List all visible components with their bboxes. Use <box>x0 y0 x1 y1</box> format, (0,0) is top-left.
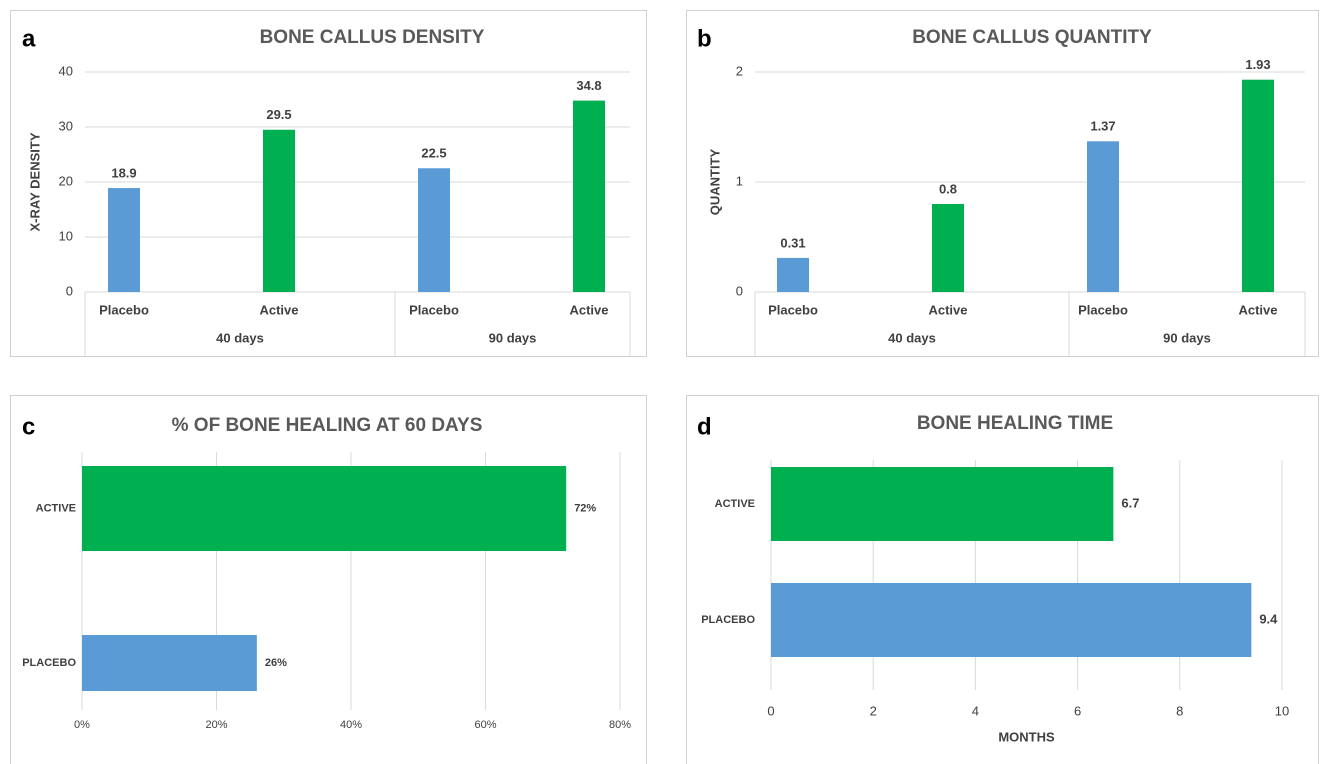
x-tick-label: 4 <box>972 703 979 718</box>
bar <box>82 635 257 691</box>
data-label: 29.5 <box>266 107 291 122</box>
x-tick-label: 10 <box>1275 703 1289 718</box>
y-tick-label: 0 <box>66 283 73 298</box>
x-tick-label: 60% <box>474 719 496 731</box>
panel-frame <box>686 395 1319 764</box>
x-tick-label: 0 <box>767 703 774 718</box>
group-label: 90 days <box>489 330 537 345</box>
data-label: 34.8 <box>576 78 601 93</box>
x-tick-label: Placebo <box>99 302 149 317</box>
y-tick-label: ACTIVE <box>715 498 755 510</box>
x-tick-label: Placebo <box>409 302 459 317</box>
y-tick-label: PLACEBO <box>22 657 76 669</box>
x-tick-label: Active <box>569 302 608 317</box>
x-tick-label: 40% <box>340 719 362 731</box>
x-tick-label: 6 <box>1074 703 1081 718</box>
chart-title: BONE CALLUS DENSITY <box>260 27 485 48</box>
panel-letter: c <box>22 413 35 440</box>
x-tick-label: Placebo <box>768 302 818 317</box>
chart-title: % OF BONE HEALING AT 60 DAYS <box>172 415 483 436</box>
y-tick-label: 20 <box>59 173 73 188</box>
x-tick-label: 8 <box>1176 703 1183 718</box>
x-tick-label: Active <box>928 302 967 317</box>
bar <box>573 100 605 292</box>
bar <box>1087 141 1119 292</box>
data-label: 72% <box>574 502 596 514</box>
data-label: 1.93 <box>1245 57 1270 72</box>
y-tick-label: PLACEBO <box>701 614 755 626</box>
panel-frame <box>686 10 1319 357</box>
data-label: 9.4 <box>1259 611 1278 626</box>
y-tick-label: 0 <box>736 283 743 298</box>
bar <box>108 188 140 292</box>
data-label: 22.5 <box>421 146 446 161</box>
bar <box>771 583 1252 657</box>
x-axis-label: MONTHS <box>998 729 1055 744</box>
data-label: 18.9 <box>111 165 136 180</box>
bar <box>932 204 964 292</box>
bar <box>418 168 450 292</box>
bar <box>263 129 295 292</box>
data-label: 26% <box>265 657 287 669</box>
y-axis-label: X-RAY DENSITY <box>27 132 42 231</box>
panel-letter: b <box>697 25 712 52</box>
group-label: 40 days <box>888 330 936 345</box>
bar <box>82 466 567 551</box>
bar <box>1242 79 1274 292</box>
bar <box>777 257 809 292</box>
x-tick-label: 20% <box>205 719 227 731</box>
y-tick-label: 40 <box>59 63 73 78</box>
panel-frame <box>10 395 647 764</box>
chart-title: BONE CALLUS QUANTITY <box>912 27 1152 48</box>
x-tick-label: 80% <box>609 719 631 731</box>
y-axis-label: QUANTITY <box>707 148 722 215</box>
bar <box>771 467 1114 541</box>
data-label: 0.31 <box>780 235 805 250</box>
x-tick-label: Placebo <box>1078 302 1128 317</box>
panel-frame <box>10 10 647 357</box>
x-tick-label: Active <box>1238 302 1277 317</box>
x-tick-label: 2 <box>870 703 877 718</box>
panel-letter: a <box>22 25 36 52</box>
data-label: 6.7 <box>1121 495 1139 510</box>
x-tick-label: Active <box>259 302 298 317</box>
y-tick-label: 1 <box>736 173 743 188</box>
y-tick-label: 30 <box>59 118 73 133</box>
y-tick-label: 10 <box>59 228 73 243</box>
x-tick-label: 0% <box>74 719 90 731</box>
data-label: 1.37 <box>1090 119 1115 134</box>
y-tick-label: 2 <box>736 63 743 78</box>
group-label: 90 days <box>1163 330 1211 345</box>
data-label: 0.8 <box>939 181 957 196</box>
chart-title: BONE HEALING TIME <box>917 413 1113 434</box>
group-label: 40 days <box>216 330 264 345</box>
panel-letter: d <box>697 413 712 440</box>
y-tick-label: ACTIVE <box>36 502 76 514</box>
